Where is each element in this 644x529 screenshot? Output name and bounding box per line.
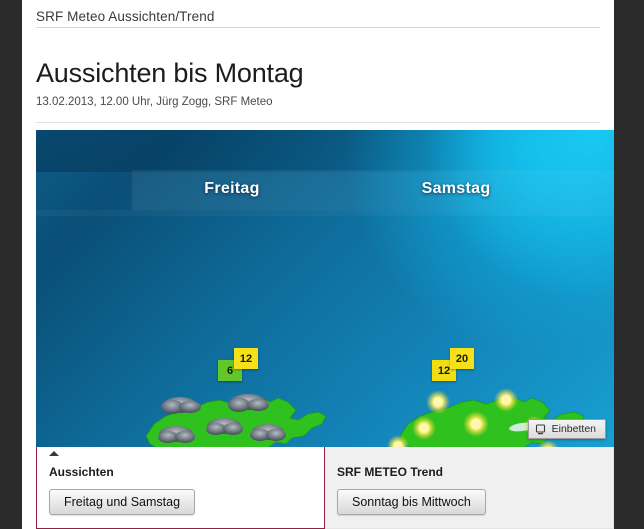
byline-divider [36, 122, 600, 123]
embed-button-label: Einbetten [551, 423, 596, 435]
screen-icon [535, 423, 546, 435]
day-title-panel [132, 170, 614, 210]
tab-trend-title: SRF METEO Trend [337, 465, 444, 479]
weather-forecast-graphic[interactable]: Freitag Samstag 6 12 [36, 130, 614, 447]
sky-top-band [36, 130, 614, 172]
friday-top-high-chip: 12 [234, 348, 258, 369]
day-title-friday: Freitag [204, 180, 260, 197]
switzerland-map-friday [136, 380, 336, 447]
tab-aussichten[interactable]: Aussichten Freitag und Samstag [36, 447, 325, 529]
breadcrumb-divider [36, 27, 600, 28]
embed-button[interactable]: Einbetten [527, 419, 606, 439]
forecast-tabs: Aussichten Freitag und Samstag SRF METEO… [36, 447, 614, 529]
sonntag-bis-mittwoch-button[interactable]: Sonntag bis Mittwoch [337, 489, 486, 515]
breadcrumb[interactable]: SRF Meteo Aussichten/Trend [36, 4, 600, 28]
page-title: Aussichten bis Montag [36, 58, 304, 89]
chevron-up-icon [49, 451, 59, 456]
saturday-top-high-chip: 20 [450, 348, 474, 369]
breadcrumb-label: SRF Meteo Aussichten/Trend [36, 8, 215, 24]
article-byline: 13.02.2013, 12.00 Uhr, Jürg Zogg, SRF Me… [36, 96, 273, 108]
tab-aussichten-title: Aussichten [49, 465, 114, 479]
freitag-und-samstag-button[interactable]: Freitag und Samstag [49, 489, 196, 515]
day-title-saturday: Samstag [421, 180, 491, 197]
tab-srf-meteo-trend[interactable]: SRF METEO Trend Sonntag bis Mittwoch [325, 447, 614, 529]
article-page: SRF Meteo Aussichten/Trend Aussichten bi… [22, 0, 614, 529]
day-title-panel-edge [36, 210, 614, 216]
